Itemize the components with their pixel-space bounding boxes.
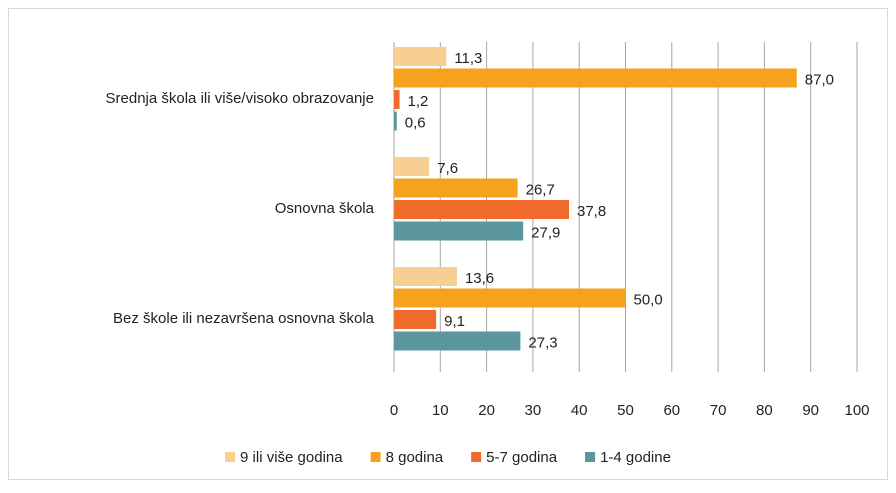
- bar: [394, 111, 397, 131]
- value-label: 27,9: [531, 224, 560, 241]
- x-tick-label: 10: [432, 402, 449, 419]
- x-tick-label: 50: [617, 402, 634, 419]
- value-label: 7,6: [437, 160, 458, 177]
- x-tick-label: 70: [710, 402, 727, 419]
- legend-swatch: [370, 452, 381, 462]
- bar: [394, 221, 524, 241]
- legend-label: 9 ili više godina: [240, 449, 343, 466]
- value-label: 1,2: [408, 93, 429, 110]
- legend-label: 5-7 godina: [486, 449, 558, 466]
- y-tick-label: Srednja škola ili više/visoko obrazovanj…: [106, 90, 374, 107]
- y-tick-label: Bez škole ili nezavršena osnovna škola: [113, 310, 375, 327]
- bar: [394, 267, 457, 286]
- bar: [394, 331, 521, 351]
- legend-swatch: [585, 452, 596, 462]
- value-label: 87,0: [805, 71, 834, 88]
- legend-label: 8 godina: [386, 449, 444, 466]
- bar: [394, 178, 518, 198]
- x-tick-label: 30: [525, 402, 542, 419]
- value-label: 37,8: [577, 203, 606, 220]
- value-label: 26,7: [526, 181, 555, 198]
- bar: [394, 288, 626, 308]
- bar: [394, 68, 797, 88]
- value-label: 27,3: [528, 334, 557, 351]
- bar: [394, 90, 400, 109]
- legend-label: 1-4 godine: [600, 449, 671, 466]
- x-tick-label: 80: [756, 402, 773, 419]
- y-tick-label: Osnovna škola: [275, 200, 375, 217]
- bar: [394, 310, 437, 329]
- x-tick-label: 90: [802, 402, 819, 419]
- x-tick-label: 0: [390, 402, 398, 419]
- x-tick-label: 60: [663, 402, 680, 419]
- legend-swatch: [471, 452, 482, 462]
- legend-swatch: [225, 452, 236, 462]
- bar: [394, 157, 430, 176]
- value-label: 50,0: [634, 291, 663, 308]
- bar: [394, 47, 447, 66]
- value-label: 9,1: [444, 313, 465, 330]
- x-tick-label: 20: [478, 402, 495, 419]
- x-tick-label: 40: [571, 402, 588, 419]
- x-tick-label: 100: [844, 402, 869, 419]
- value-label: 13,6: [465, 270, 494, 287]
- bar: [394, 200, 570, 219]
- value-label: 11,3: [454, 50, 482, 67]
- value-label: 0,6: [405, 114, 426, 131]
